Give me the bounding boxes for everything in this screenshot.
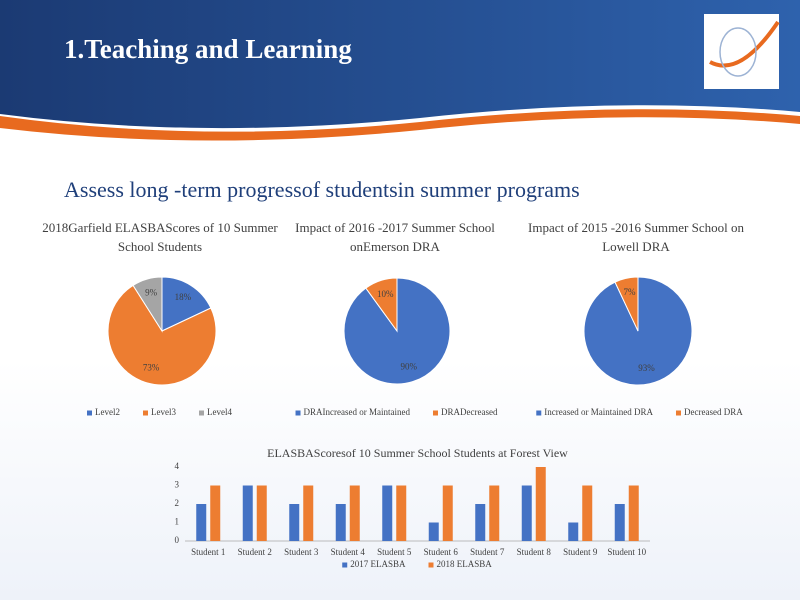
legend-swatch xyxy=(675,410,681,416)
legend-label: DRAIncreased or Maintained xyxy=(304,407,411,417)
bar xyxy=(535,467,546,541)
bar xyxy=(256,485,267,541)
pie-slice xyxy=(107,284,217,386)
y-tick-label: 3 xyxy=(175,480,180,490)
data-label: 10% xyxy=(377,289,394,299)
legend-swatch xyxy=(87,410,92,416)
bar xyxy=(521,485,532,541)
header-stripe xyxy=(0,109,800,141)
bar xyxy=(396,485,407,541)
legend-swatch xyxy=(143,410,148,416)
legend-label: Increased or Maintained DRA xyxy=(544,407,653,417)
y-tick-label: 4 xyxy=(175,461,180,471)
pie-title: Impact of 2016 -2017 Summer School onEme… xyxy=(295,220,495,254)
chart-title: ELASBAScoresof 10 Summer School Students… xyxy=(267,446,568,460)
bar xyxy=(196,504,207,541)
legend-swatch xyxy=(342,562,348,568)
header-band xyxy=(0,0,800,129)
x-tick-label: Student 6 xyxy=(424,547,459,557)
bar xyxy=(428,522,439,541)
data-label: 93% xyxy=(638,363,655,373)
legend-label: Level2 xyxy=(95,407,120,417)
legend-label: 2018 ELASBA xyxy=(437,559,493,569)
logo-swoosh xyxy=(709,20,780,68)
legend-label: Level4 xyxy=(207,407,232,417)
y-tick-label: 0 xyxy=(175,535,180,545)
legend-swatch xyxy=(432,410,438,416)
data-label: 73% xyxy=(143,362,160,372)
bar xyxy=(349,485,360,541)
bar xyxy=(382,485,393,541)
x-tick-label: Student 9 xyxy=(563,547,598,557)
data-label: 90% xyxy=(401,361,418,371)
x-tick-label: Student 2 xyxy=(238,547,272,557)
x-tick-label: Student 3 xyxy=(284,547,319,557)
bar xyxy=(442,485,453,541)
bar xyxy=(242,485,253,541)
bar xyxy=(582,485,593,541)
legend-swatch xyxy=(536,410,542,416)
x-tick-label: Student 1 xyxy=(191,547,225,557)
x-tick-label: Student 10 xyxy=(607,547,646,557)
y-tick-label: 1 xyxy=(175,517,180,527)
bar xyxy=(628,485,639,541)
legend-label: Decreased DRA xyxy=(684,407,743,417)
bar xyxy=(289,504,300,541)
bar xyxy=(335,504,346,541)
legend-swatch xyxy=(295,410,301,416)
bar xyxy=(568,522,579,541)
legend-label: DRADecreased xyxy=(441,407,498,417)
legend-label: Level3 xyxy=(151,407,176,417)
data-label: 7% xyxy=(624,287,637,297)
x-tick-label: Student 7 xyxy=(470,547,505,557)
data-label: 9% xyxy=(145,288,158,298)
pie-slice xyxy=(132,276,163,333)
slide-subtitle: Assess long -term progressof studentsin … xyxy=(64,177,580,202)
x-tick-label: Student 8 xyxy=(517,547,552,557)
slide-title: 1.Teaching and Learning xyxy=(64,34,352,64)
data-label: 18% xyxy=(175,292,192,302)
pie-slice xyxy=(614,276,639,332)
legend-swatch xyxy=(199,410,204,416)
legend-swatch xyxy=(428,562,434,568)
x-tick-label: Student 4 xyxy=(331,547,366,557)
x-tick-label: Student 5 xyxy=(377,547,412,557)
logo-globe xyxy=(719,27,757,77)
pie-title: 2018Garfield ELASBAScores of 10 Summer S… xyxy=(42,220,278,254)
pie-slice xyxy=(365,277,398,333)
bar xyxy=(475,504,486,541)
legend-label: 2017 ELASBA xyxy=(350,559,406,569)
bar xyxy=(303,485,314,541)
bar xyxy=(489,485,500,541)
bar xyxy=(210,485,221,541)
bar xyxy=(614,504,625,541)
pie-title: Impact of 2015 -2016 Summer School on Lo… xyxy=(528,220,744,254)
logo-box xyxy=(704,14,779,89)
y-tick-label: 2 xyxy=(175,498,180,508)
pie-slice xyxy=(161,276,212,332)
